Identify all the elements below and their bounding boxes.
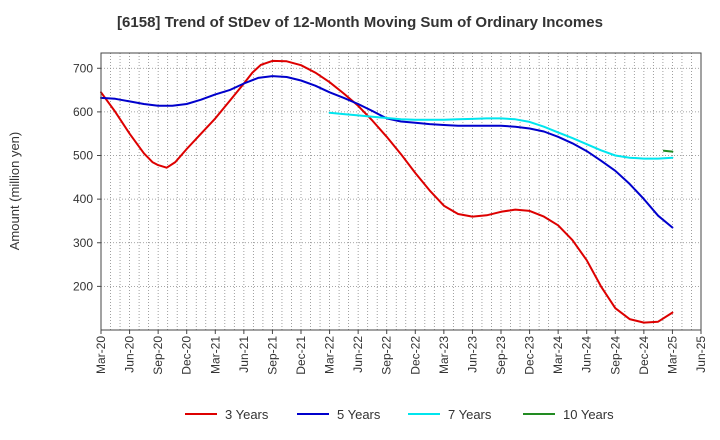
x-tick-label: Sep-20: [151, 336, 165, 375]
x-tick-label: Sep-22: [380, 336, 394, 375]
x-tick-label: Jun-24: [580, 336, 594, 373]
y-tick-label: 300: [73, 236, 93, 250]
chart-title: [6158] Trend of StDev of 12-Month Moving…: [117, 14, 603, 31]
y-axis-label: Amount (million yen): [7, 132, 22, 251]
x-tick-label: Jun-21: [237, 336, 251, 373]
series-line-10-years: [662, 149, 674, 153]
x-tick-label: Mar-23: [437, 336, 451, 374]
x-tick-label: Jun-20: [123, 336, 137, 373]
x-tick-label: Dec-23: [523, 336, 537, 375]
x-tick-label: Mar-22: [323, 336, 337, 374]
series-layer: [100, 59, 674, 324]
x-tick-label: Mar-25: [665, 336, 679, 374]
x-tick-label: Jun-23: [465, 336, 479, 373]
legend-label-5-years: 5 Years: [337, 407, 381, 422]
legend-label-3-years: 3 Years: [225, 407, 269, 422]
x-axis: Mar-20 Jun-20 Sep-20 Dec-20 Mar-21 Jun-21 Sep-…: [94, 330, 708, 375]
y-tick-label: 600: [73, 105, 93, 119]
x-tick-label: Mar-20: [94, 336, 108, 374]
series-line-7-years: [328, 111, 674, 160]
x-tick-label: Dec-22: [408, 336, 422, 375]
x-tick-label: Mar-21: [208, 336, 222, 374]
x-tick-label: Dec-20: [180, 336, 194, 375]
gridlines: [101, 53, 701, 330]
x-tick-label: Mar-24: [551, 336, 565, 374]
x-tick-label: Sep-21: [265, 336, 279, 375]
legend-label-10-years: 10 Years: [563, 407, 614, 422]
plot-background: [101, 53, 701, 330]
x-tick-label: Dec-24: [637, 336, 651, 375]
x-tick-label: Dec-21: [294, 336, 308, 375]
legend: 3 Years 5 Years 7 Years 10 Years: [185, 407, 614, 422]
x-tick-label: Jun-22: [351, 336, 365, 373]
legend-label-7-years: 7 Years: [448, 407, 492, 422]
y-tick-label: 500: [73, 149, 93, 163]
plot-frame: [100, 52, 702, 331]
y-tick-label: 200: [73, 279, 93, 293]
y-tick-label: 700: [73, 61, 93, 75]
y-axis: 200 300 400 500 600 700: [73, 61, 101, 293]
x-tick-label: Sep-23: [494, 336, 508, 375]
y-tick-label: 400: [73, 192, 93, 206]
series-line-3-years: [100, 59, 674, 324]
x-tick-label: Jun-25: [694, 336, 708, 373]
x-tick-label: Sep-24: [608, 336, 622, 375]
